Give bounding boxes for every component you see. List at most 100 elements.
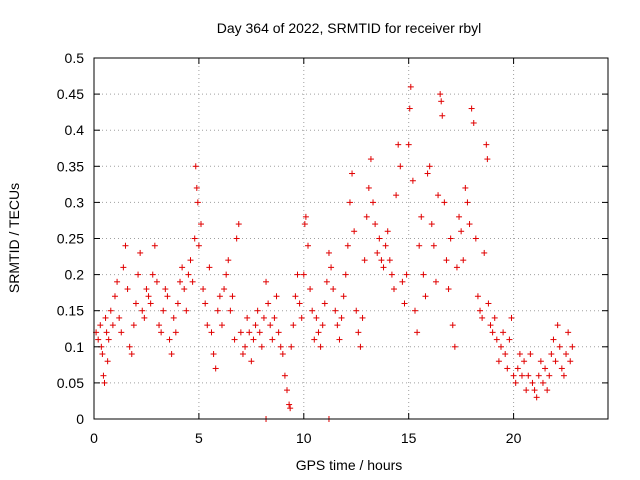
- data-point: [233, 235, 240, 242]
- data-point: [395, 141, 402, 148]
- data-point: [204, 322, 211, 329]
- data-point: [498, 343, 505, 350]
- data-point: [510, 372, 517, 379]
- data-point: [187, 257, 194, 264]
- y-tick-label: 0.4: [65, 122, 85, 138]
- data-point: [521, 358, 528, 365]
- data-point: [101, 379, 108, 386]
- data-point: [265, 300, 272, 307]
- data-point: [565, 329, 572, 336]
- x-tick-label: 15: [401, 430, 417, 446]
- data-point: [100, 372, 107, 379]
- data-point: [527, 351, 534, 358]
- data-point: [539, 379, 546, 386]
- data-point: [418, 213, 425, 220]
- data-point: [143, 286, 150, 293]
- data-point: [340, 293, 347, 300]
- data-point: [485, 300, 492, 307]
- data-point: [466, 221, 473, 228]
- data-point: [214, 307, 221, 314]
- data-point: [290, 322, 297, 329]
- x-tick-label: 0: [90, 430, 98, 446]
- data-point: [378, 257, 385, 264]
- data-point: [406, 105, 413, 112]
- data-point: [353, 307, 360, 314]
- data-point: [181, 286, 188, 293]
- data-point: [120, 264, 127, 271]
- data-point: [156, 322, 163, 329]
- data-point: [254, 307, 261, 314]
- data-point: [500, 329, 507, 336]
- data-point: [430, 242, 437, 249]
- data-point: [330, 286, 337, 293]
- data-point: [477, 307, 484, 314]
- data-point: [523, 387, 530, 394]
- data-point: [158, 329, 165, 336]
- data-points: [93, 83, 576, 422]
- data-point: [535, 372, 542, 379]
- data-point: [558, 365, 565, 372]
- data-point: [301, 221, 308, 228]
- y-tick-label: 0.3: [65, 194, 85, 210]
- data-point: [164, 293, 171, 300]
- data-point: [416, 242, 423, 249]
- data-point: [349, 170, 356, 177]
- y-tick-label: 0: [76, 411, 84, 427]
- data-point: [435, 192, 442, 199]
- data-point: [439, 112, 446, 119]
- data-point: [160, 307, 167, 314]
- data-point: [135, 271, 142, 278]
- data-point: [483, 141, 490, 148]
- data-point: [376, 235, 383, 242]
- data-point: [443, 257, 450, 264]
- data-point: [487, 322, 494, 329]
- data-point: [298, 314, 305, 321]
- data-point: [166, 336, 173, 343]
- y-tick-label: 0.2: [65, 267, 85, 283]
- data-point: [256, 329, 263, 336]
- data-point: [216, 293, 223, 300]
- data-point: [367, 156, 374, 163]
- data-point: [479, 314, 486, 321]
- data-point: [149, 271, 156, 278]
- data-point: [179, 264, 186, 271]
- data-point: [372, 221, 379, 228]
- data-point: [508, 314, 515, 321]
- data-point: [374, 249, 381, 256]
- data-point: [516, 351, 523, 358]
- data-point: [195, 242, 202, 249]
- data-point: [420, 271, 427, 278]
- data-point: [307, 286, 314, 293]
- data-point: [359, 314, 366, 321]
- data-point: [363, 213, 370, 220]
- data-point: [502, 351, 509, 358]
- data-point: [504, 365, 511, 372]
- data-point: [109, 322, 116, 329]
- data-point: [118, 329, 125, 336]
- data-point: [422, 293, 429, 300]
- data-point: [484, 156, 491, 163]
- data-point: [194, 199, 201, 206]
- data-point: [139, 307, 146, 314]
- data-point: [237, 329, 244, 336]
- data-point: [451, 343, 458, 350]
- data-point: [202, 300, 209, 307]
- data-point: [102, 314, 109, 321]
- data-point: [192, 163, 199, 170]
- data-point: [126, 343, 133, 350]
- data-point: [460, 257, 467, 264]
- data-point: [252, 322, 259, 329]
- data-point: [287, 405, 294, 412]
- y-tick-label: 0.15: [57, 303, 84, 319]
- data-point: [495, 358, 502, 365]
- data-point: [281, 372, 288, 379]
- grid: [94, 58, 608, 419]
- data-point: [560, 372, 567, 379]
- data-point: [336, 336, 343, 343]
- data-point: [470, 119, 477, 126]
- data-point: [223, 271, 230, 278]
- chart-title: Day 364 of 2022, SRMTID for receiver rby…: [217, 20, 482, 36]
- data-point: [386, 257, 393, 264]
- data-point: [319, 322, 326, 329]
- data-point: [250, 336, 257, 343]
